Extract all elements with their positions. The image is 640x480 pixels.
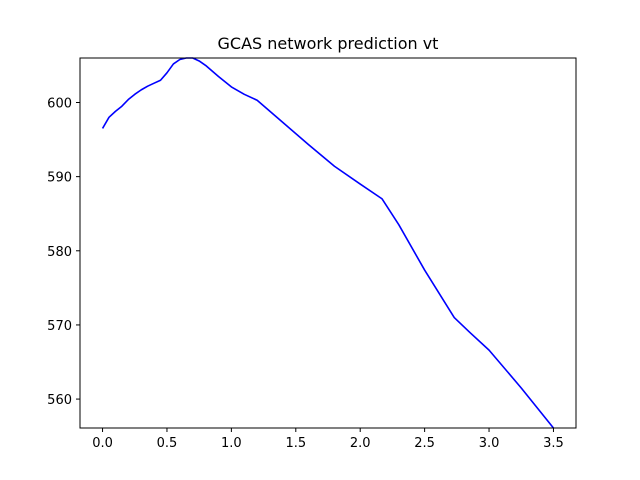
x-tick-label: 1.0 — [221, 436, 242, 451]
plot-area — [79, 57, 577, 429]
plot-background — [80, 58, 576, 428]
series-line — [101, 57, 555, 429]
chart-title: GCAS network prediction vt — [218, 34, 439, 53]
x-tick-label: 1.5 — [285, 436, 306, 451]
x-tick-label: 0.0 — [92, 436, 113, 451]
x-axis: 0.0 0.5 1.0 1.5 2.0 2.5 3.0 3.5 — [92, 428, 564, 451]
y-tick-label: 590 — [47, 171, 72, 186]
x-tick-label: 3.0 — [479, 436, 500, 451]
y-axis: 560 570 580 590 600 — [47, 96, 80, 408]
y-tick-label: 600 — [47, 96, 72, 111]
plot-frame — [79, 57, 577, 429]
x-tick-label: 2.5 — [414, 436, 435, 451]
y-tick-label: 570 — [47, 319, 72, 334]
y-tick-label: 560 — [47, 393, 72, 408]
series-layer — [101, 57, 555, 429]
x-tick-label: 0.5 — [157, 436, 178, 451]
x-tick-label: 2.0 — [350, 436, 371, 451]
x-tick-label: 3.5 — [543, 436, 564, 451]
y-tick-label: 580 — [47, 245, 72, 260]
